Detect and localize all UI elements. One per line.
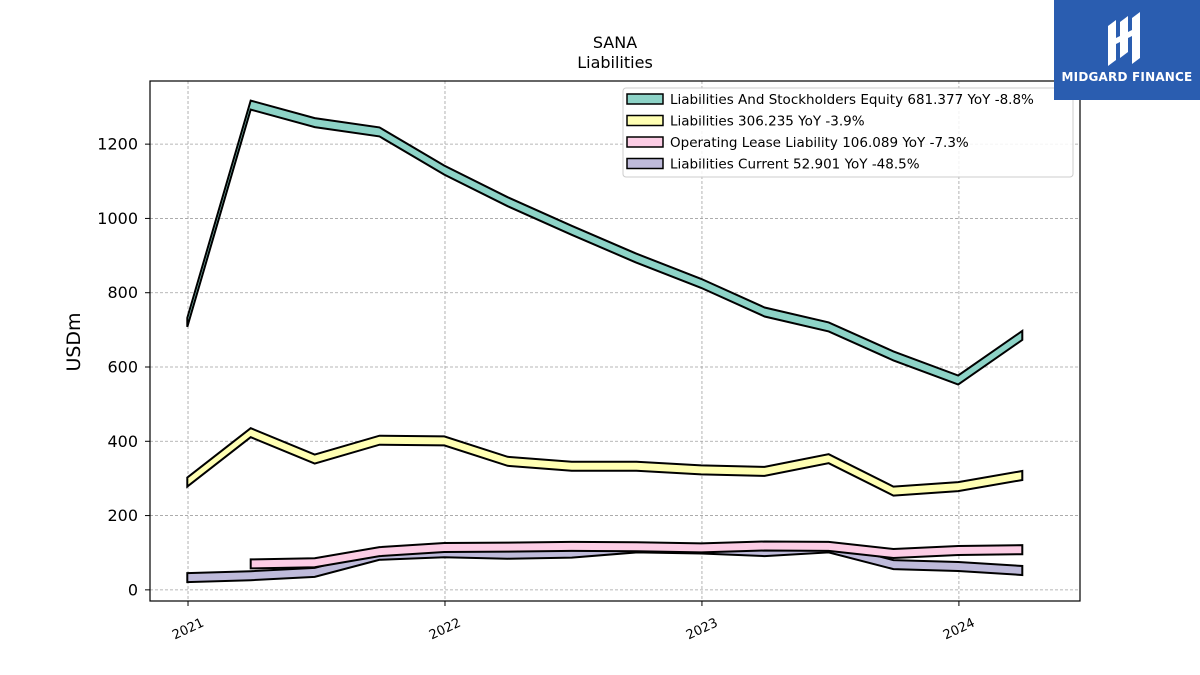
legend-label-liabilities-and-stockholders-equity: Liabilities And Stockholders Equity 681.… <box>670 92 1034 108</box>
chart-title: SANA <box>593 33 637 52</box>
legend-label-liabilities-current: Liabilities Current 52.901 YoY -48.5% <box>670 157 920 173</box>
series-operating-lease-liability <box>249 540 1024 570</box>
y-tick-label: 800 <box>107 283 138 302</box>
y-tick-label: 200 <box>107 506 138 525</box>
legend: Liabilities And Stockholders Equity 681.… <box>622 87 1074 178</box>
plot-frame <box>149 80 1081 602</box>
legend-swatch-liabilities-current <box>626 157 664 170</box>
legend-swatch-operating-lease-liability <box>626 136 664 148</box>
y-tick-label: 600 <box>107 358 138 377</box>
series-bands <box>186 99 1024 584</box>
x-tick-label: 2021 <box>170 616 206 644</box>
x-tick-label: 2023 <box>684 616 720 644</box>
legend-box <box>622 87 1074 178</box>
x-tick-label: 2024 <box>941 616 977 644</box>
axis-ticks: 0 200 400 600 800 1000 1200 2021 2022 2023 2024 <box>97 135 977 644</box>
legend-label-liabilities: Liabilities 306.235 YoY -3.9% <box>670 114 865 130</box>
midgard-m-logo-icon <box>1108 12 1140 66</box>
brand-badge: MIDGARD FINANCE <box>1054 0 1200 100</box>
legend-swatch-liabilities-and-stockholders-equity <box>626 93 664 105</box>
series-liabilities-and-stockholders-equity <box>186 99 1024 386</box>
legend-label-operating-lease-liability: Operating Lease Liability 106.089 YoY -7… <box>670 135 969 151</box>
series-liabilities <box>186 427 1024 497</box>
y-tick-label: 1000 <box>97 209 138 228</box>
y-tick-label: 400 <box>107 432 138 451</box>
chart-subtitle: Liabilities <box>577 53 653 72</box>
legend-swatch-liabilities <box>626 114 664 127</box>
y-axis-label: USDm <box>63 312 85 371</box>
y-tick-label: 1200 <box>97 135 138 154</box>
y-tick-label: 0 <box>128 580 138 599</box>
x-tick-label: 2022 <box>427 616 463 644</box>
brand-name: MIDGARD FINANCE <box>1061 70 1193 84</box>
